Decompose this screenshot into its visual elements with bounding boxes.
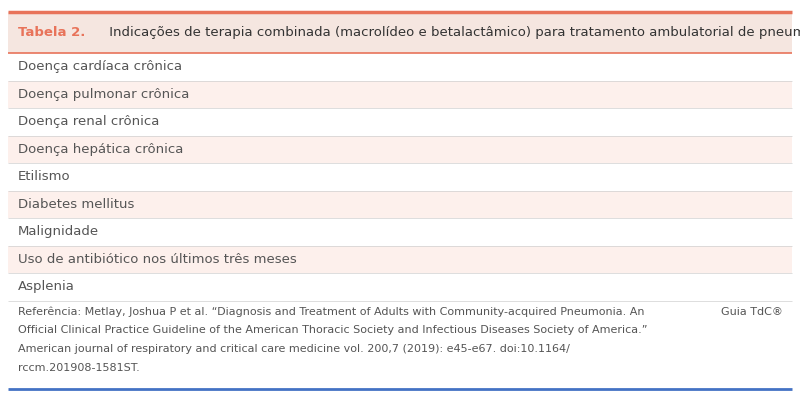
- Bar: [8, 191, 792, 218]
- Bar: [8, 53, 792, 81]
- Text: Doença renal crônica: Doença renal crônica: [18, 115, 159, 129]
- Text: Uso de antibiótico nos últimos três meses: Uso de antibiótico nos últimos três mese…: [18, 253, 296, 266]
- Bar: [8, 108, 792, 136]
- Text: Malignidade: Malignidade: [18, 225, 98, 239]
- Bar: [8, 163, 792, 191]
- Text: Indicações de terapia combinada (macrolídeo e betalactâmico) para tratamento amb: Indicações de terapia combinada (macrolí…: [105, 26, 800, 39]
- Bar: [8, 136, 792, 163]
- Text: American journal of respiratory and critical care medicine vol. 200,7 (2019): e4: American journal of respiratory and crit…: [18, 344, 570, 354]
- Text: Guia TdC®: Guia TdC®: [721, 307, 782, 316]
- Text: Doença pulmonar crônica: Doença pulmonar crônica: [18, 88, 189, 101]
- Text: Doença hepática crônica: Doença hepática crônica: [18, 143, 183, 156]
- Text: rccm.201908-1581ST.: rccm.201908-1581ST.: [18, 363, 139, 373]
- Text: Etilismo: Etilismo: [18, 170, 70, 184]
- Text: Doença cardíaca crônica: Doença cardíaca crônica: [18, 60, 182, 73]
- Text: Referência: Metlay, Joshua P et al. “Diagnosis and Treatment of Adults with Comm: Referência: Metlay, Joshua P et al. “Dia…: [18, 307, 644, 317]
- Text: Official Clinical Practice Guideline of the American Thoracic Society and Infect: Official Clinical Practice Guideline of …: [18, 325, 647, 335]
- Bar: [8, 12, 792, 53]
- Bar: [8, 301, 792, 389]
- Bar: [8, 246, 792, 273]
- Bar: [8, 81, 792, 108]
- Text: Asplenia: Asplenia: [18, 280, 74, 294]
- Bar: [8, 218, 792, 246]
- Bar: [8, 273, 792, 301]
- Text: Diabetes mellitus: Diabetes mellitus: [18, 198, 134, 211]
- Text: Tabela 2.: Tabela 2.: [18, 26, 85, 39]
